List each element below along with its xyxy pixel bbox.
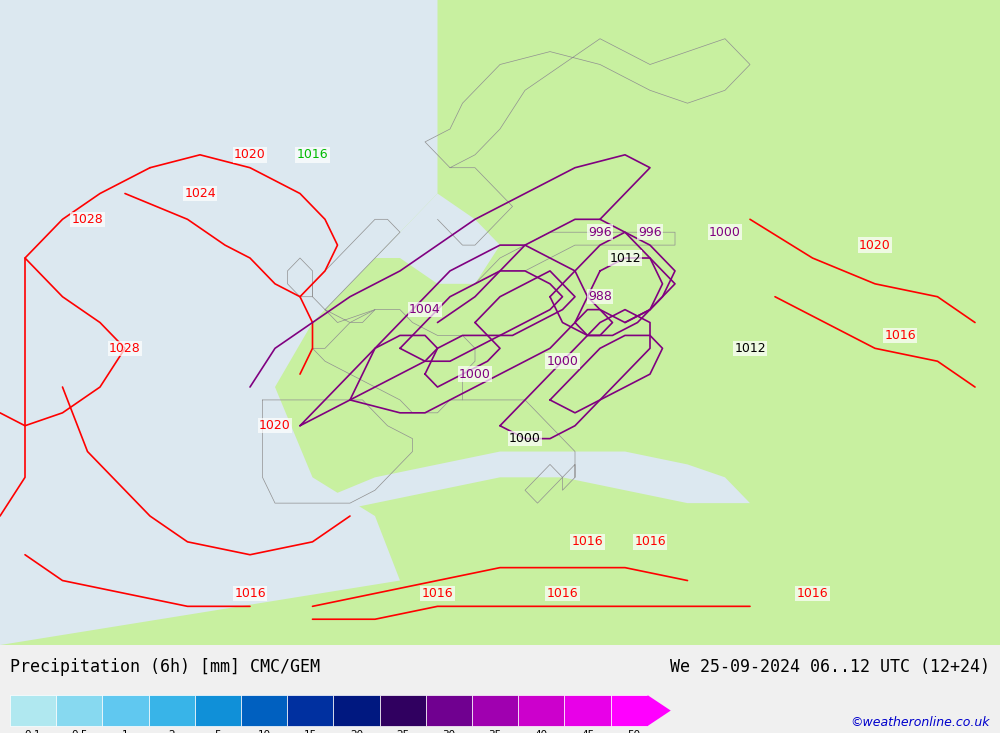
Text: 1020: 1020 bbox=[259, 419, 291, 432]
Text: 1: 1 bbox=[122, 730, 129, 733]
Text: 996: 996 bbox=[638, 226, 662, 239]
Text: 1004: 1004 bbox=[409, 303, 441, 316]
Text: 45: 45 bbox=[581, 730, 594, 733]
Text: 1020: 1020 bbox=[859, 239, 891, 251]
Text: 1016: 1016 bbox=[547, 587, 578, 600]
Text: Precipitation (6h) [mm] CMC/GEM: Precipitation (6h) [mm] CMC/GEM bbox=[10, 658, 320, 677]
Text: 5: 5 bbox=[215, 730, 221, 733]
Text: 1028: 1028 bbox=[72, 213, 103, 226]
Bar bbox=[564, 695, 611, 726]
Text: 1016: 1016 bbox=[422, 587, 453, 600]
Text: 1012: 1012 bbox=[734, 342, 766, 355]
Bar bbox=[195, 695, 241, 726]
Bar bbox=[333, 695, 380, 726]
Text: 1000: 1000 bbox=[459, 368, 491, 380]
Text: 25: 25 bbox=[396, 730, 409, 733]
Polygon shape bbox=[0, 0, 438, 645]
Text: 2: 2 bbox=[168, 730, 175, 733]
Text: 10: 10 bbox=[258, 730, 271, 733]
Text: 0.5: 0.5 bbox=[71, 730, 88, 733]
Text: 40: 40 bbox=[535, 730, 548, 733]
Text: 1016: 1016 bbox=[634, 535, 666, 548]
Text: 1028: 1028 bbox=[109, 342, 141, 355]
Bar bbox=[472, 695, 518, 726]
Text: 30: 30 bbox=[442, 730, 456, 733]
Text: 996: 996 bbox=[588, 226, 612, 239]
Polygon shape bbox=[648, 695, 671, 726]
Text: 1016: 1016 bbox=[884, 329, 916, 342]
Text: 1024: 1024 bbox=[184, 187, 216, 200]
Text: 1000: 1000 bbox=[709, 226, 741, 239]
Text: 1000: 1000 bbox=[509, 432, 541, 445]
Polygon shape bbox=[312, 452, 750, 516]
Bar bbox=[10, 695, 56, 726]
Text: 1020: 1020 bbox=[234, 148, 266, 161]
Bar bbox=[241, 695, 287, 726]
Text: 20: 20 bbox=[350, 730, 363, 733]
Bar bbox=[518, 695, 564, 726]
Bar bbox=[611, 695, 648, 726]
Text: 988: 988 bbox=[588, 290, 612, 303]
Bar bbox=[56, 695, 102, 726]
Bar bbox=[380, 695, 426, 726]
Text: 35: 35 bbox=[489, 730, 502, 733]
Text: 1016: 1016 bbox=[572, 535, 603, 548]
Bar bbox=[426, 695, 472, 726]
Text: ©weatheronline.co.uk: ©weatheronline.co.uk bbox=[850, 715, 990, 729]
Bar bbox=[287, 695, 333, 726]
Text: We 25-09-2024 06..12 UTC (12+24): We 25-09-2024 06..12 UTC (12+24) bbox=[670, 658, 990, 677]
Text: 15: 15 bbox=[304, 730, 317, 733]
Text: 1016: 1016 bbox=[797, 587, 828, 600]
Text: 50: 50 bbox=[627, 730, 640, 733]
Text: 1000: 1000 bbox=[547, 355, 578, 368]
Text: 1016: 1016 bbox=[234, 587, 266, 600]
Text: 1012: 1012 bbox=[609, 251, 641, 265]
Text: 0.1: 0.1 bbox=[25, 730, 41, 733]
Bar bbox=[102, 695, 149, 726]
Bar bbox=[149, 695, 195, 726]
Polygon shape bbox=[375, 194, 500, 284]
Text: 1016: 1016 bbox=[297, 148, 328, 161]
